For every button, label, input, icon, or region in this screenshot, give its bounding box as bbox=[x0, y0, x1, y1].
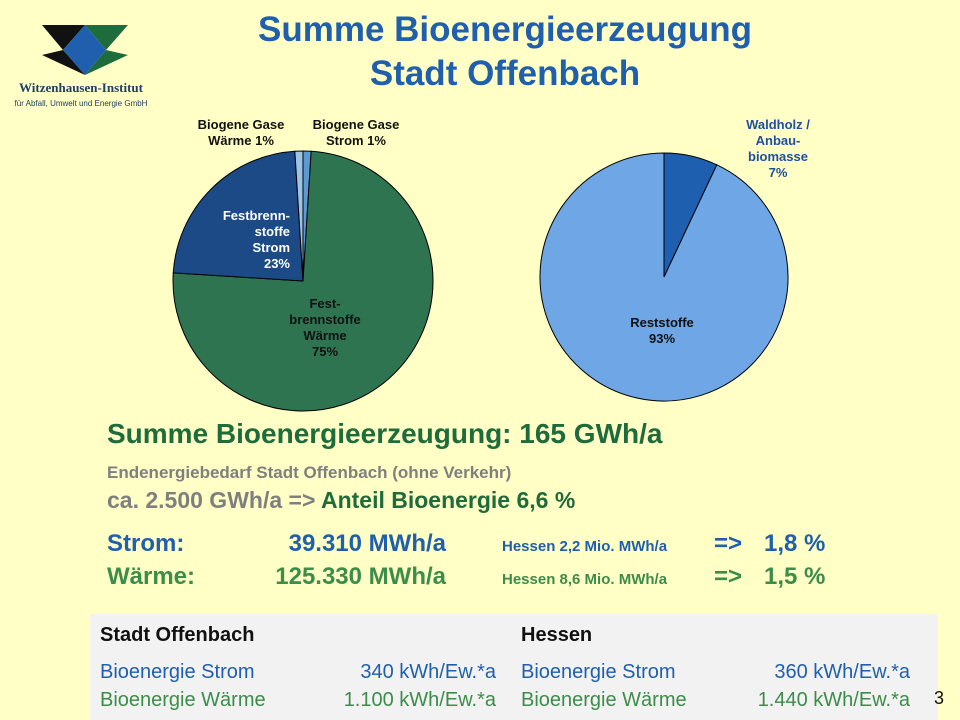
summe-bioenergie: Summe Bioenergieerzeugung: 165 GWh/a bbox=[107, 418, 663, 449]
label-waldholz: Waldholz / Anbau- biomasse 7% bbox=[746, 117, 810, 180]
comparison-table: Stadt Offenbach Hessen Bioenergie Strom … bbox=[90, 614, 938, 720]
offenbach-waerme-value: 1.100 kWh/Ew.*a bbox=[343, 689, 496, 711]
title-line-2: Stadt Offenbach bbox=[369, 54, 641, 93]
waerme-label: Wärme: bbox=[107, 563, 196, 590]
strom-percent: 1,8 % bbox=[764, 530, 826, 557]
pie-slice-0 bbox=[294, 150, 304, 282]
anteil-line: ca. 2.500 GWh/a => Anteil Bioenergie 6,6… bbox=[107, 487, 575, 514]
logo-name: Witzenhausen-Institut bbox=[18, 80, 143, 95]
hessen-waerme-value: 1.440 kWh/Ew.*a bbox=[757, 689, 910, 711]
label-festbrennstoffe-waerme: Fest- brennstoffe Wärme 75% bbox=[289, 296, 361, 359]
label-reststoffe: Reststoffe 93% bbox=[630, 315, 694, 346]
waerme-arrow: => bbox=[714, 563, 743, 590]
hessen-strom-label: Bioenergie Strom bbox=[521, 661, 676, 683]
label-festbrennstoffe-strom: Festbrenn- stoffe Strom 23% bbox=[222, 208, 290, 271]
table-header-hessen: Hessen bbox=[521, 624, 593, 646]
endenergiebedarf-text: Endenergiebedarf Stadt Offenbach (ohne V… bbox=[107, 463, 512, 482]
strom-hessen: Hessen 2,2 Mio. MWh/a bbox=[502, 538, 668, 555]
pie-slice-1 bbox=[539, 152, 789, 402]
page-title: Summe Bioenergieerzeugung Stadt Offenbac… bbox=[150, 8, 860, 96]
offenbach-strom-value: 340 kWh/Ew.*a bbox=[360, 661, 496, 683]
ca-value: ca. 2.500 GWh/a => bbox=[107, 487, 316, 513]
logo-subtitle: für Abfall, Umwelt und Energie GmbH bbox=[14, 99, 148, 108]
waerme-hessen: Hessen 8,6 Mio. MWh/a bbox=[502, 571, 668, 588]
offenbach-waerme-label: Bioenergie Wärme bbox=[100, 689, 266, 711]
label-biogene-gase-strom: Biogene Gase Strom 1% bbox=[312, 117, 400, 148]
title-line-1: Summe Bioenergieerzeugung bbox=[258, 10, 752, 49]
witzenhausen-logo-icon bbox=[42, 25, 128, 75]
pie-slice-2 bbox=[172, 150, 304, 282]
table-header-offenbach: Stadt Offenbach bbox=[100, 624, 255, 646]
strom-label: Strom: bbox=[107, 530, 185, 557]
pie-chart-right bbox=[539, 152, 789, 402]
waerme-value: 125.330 MWh/a bbox=[275, 563, 446, 590]
strom-value: 39.310 MWh/a bbox=[288, 530, 446, 557]
hessen-waerme-label: Bioenergie Wärme bbox=[521, 689, 687, 711]
anteil-bioenergie: Anteil Bioenergie 6,6 % bbox=[320, 487, 576, 513]
strom-arrow: => bbox=[714, 530, 743, 557]
page-number: 3 bbox=[934, 688, 945, 708]
pie-chart-left bbox=[172, 150, 434, 412]
label-biogene-gase-waerme: Biogene Gase Wärme 1% bbox=[197, 117, 285, 148]
hessen-strom-value: 360 kWh/Ew.*a bbox=[774, 661, 910, 683]
offenbach-strom-label: Bioenergie Strom bbox=[100, 661, 255, 683]
waerme-percent: 1,5 % bbox=[764, 563, 826, 590]
